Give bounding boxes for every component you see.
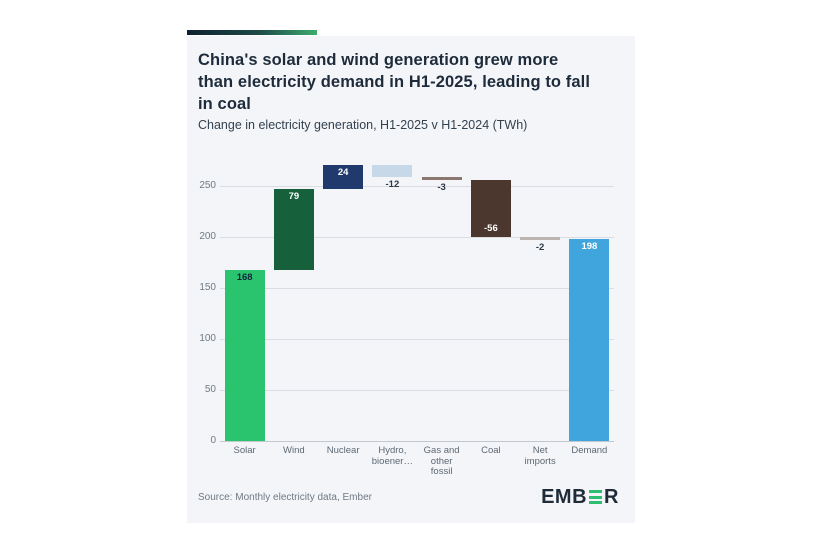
gridline-150	[220, 288, 614, 289]
ember-logo-text-emb: EMB	[541, 486, 588, 508]
x-axis-label-demand: Demand	[571, 445, 608, 456]
gridline-100	[220, 339, 614, 340]
accent-gradient-bar	[187, 30, 317, 35]
bar-value-label-hydro-bioener: -12	[385, 178, 400, 190]
x-axis-label-hydro-bioener: Hydro, bioener…	[371, 445, 413, 467]
gridline-250	[220, 186, 614, 187]
bar-value-label-solar: 168	[236, 271, 253, 283]
y-axis-tick-0: 0	[210, 435, 216, 446]
bar-value-label-net-imports: -2	[535, 242, 545, 253]
bar-nuclear	[323, 164, 364, 190]
y-axis-tick-50: 50	[204, 384, 216, 395]
chart-title-line: than electricity demand in H1-2025, lead…	[198, 73, 591, 91]
y-axis-tick-200: 200	[199, 231, 216, 242]
bar-coal	[470, 179, 511, 237]
source-note: Source: Monthly electricity data, Ember	[198, 492, 372, 503]
waterfall-chart: 0 50 100 150 200 250 168 Solar 79 Wind 24 Nuclear -1…	[187, 36, 635, 523]
bar-net-imports	[520, 237, 561, 240]
bar-value-label-demand: 198	[581, 241, 598, 253]
bar-value-label-wind: 79	[288, 191, 300, 203]
bar-gas-and-other-fossil	[421, 176, 462, 180]
ember-logo: EMB R	[541, 487, 619, 507]
x-axis-label-coal: Coal	[481, 445, 501, 456]
bar-hydro-bioener	[372, 164, 413, 177]
x-axis-label-nuclear: Nuclear	[326, 445, 360, 456]
y-axis-tick-100: 100	[199, 333, 216, 344]
x-axis-label-net-imports: Net imports	[524, 445, 556, 467]
x-axis-label-wind: Wind	[283, 445, 305, 456]
bar-value-label-nuclear: 24	[337, 166, 349, 178]
bar-value-label-coal: -56	[484, 223, 498, 234]
gridline-50	[220, 390, 614, 391]
bar-value-label-gas-and-other-fossil: -3	[437, 181, 446, 193]
bar-demand	[569, 239, 610, 441]
chart-title-line: in coal	[198, 95, 251, 113]
gridline-0	[220, 441, 614, 442]
ember-logo-text-r: R	[604, 486, 619, 508]
y-axis-tick-150: 150	[199, 282, 216, 293]
bar-wind	[273, 189, 314, 270]
x-axis-label-solar: Solar	[233, 445, 256, 456]
chart-subtitle: Change in electricity generation, H1-202…	[198, 118, 528, 132]
ember-logo-green-e-icon	[589, 490, 603, 505]
x-axis-label-gas-and-other-fossil: Gas and other fossil	[423, 445, 460, 477]
gridline-200	[220, 237, 614, 238]
chart-title-line: China's solar and wind generation grew m…	[198, 51, 559, 69]
y-axis-tick-250: 250	[199, 180, 216, 191]
chart-title: China's solar and wind generation grew m…	[198, 49, 632, 115]
bar-solar	[224, 269, 265, 441]
chart-card: China's solar and wind generation grew m…	[187, 30, 635, 523]
